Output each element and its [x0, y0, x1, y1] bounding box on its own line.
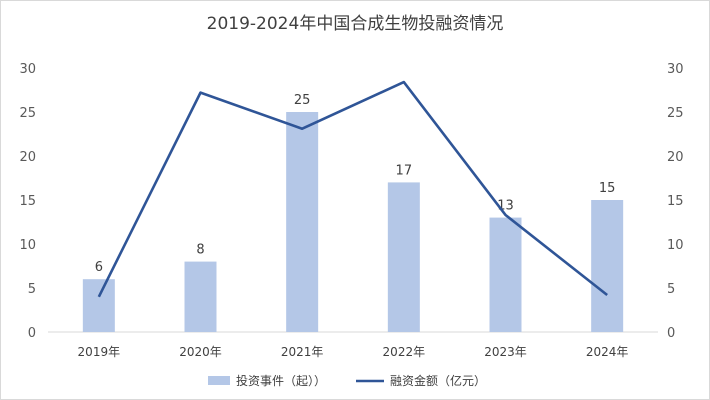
right-y-tick-label: 20	[667, 150, 684, 165]
bar-data-label: 6	[95, 260, 103, 275]
right-y-axis: 0 5 10 15 20 25 30	[667, 62, 684, 341]
bar	[82, 279, 115, 332]
x-tick-label: 2021年	[281, 345, 324, 359]
bar	[489, 217, 522, 332]
x-tick-label: 2022年	[383, 345, 426, 359]
bar-data-label: 25	[294, 93, 311, 108]
right-y-tick-label: 25	[667, 106, 684, 121]
right-y-tick-label: 15	[667, 194, 684, 209]
right-y-tick-label: 0	[667, 326, 675, 341]
bar	[387, 182, 420, 332]
right-y-tick-label: 30	[667, 62, 684, 77]
left-y-tick-label: 25	[19, 106, 36, 121]
x-tick-label: 2024年	[586, 345, 629, 359]
right-y-tick-label: 10	[667, 238, 684, 253]
chart-title: 2019-2024年中国合成生物投融资情况	[206, 14, 504, 34]
x-tick-label: 2020年	[179, 345, 222, 359]
line-series	[97, 80, 608, 298]
bar	[591, 200, 624, 332]
x-axis-ticks: 2019年 2020年 2021年 2022年 2023年 2024年	[78, 345, 629, 359]
legend-bar-label: 投资事件（起））	[236, 373, 326, 388]
x-tick-label: 2019年	[78, 345, 121, 359]
bar-data-label: 8	[196, 243, 204, 258]
bar-data-label: 17	[396, 163, 413, 178]
left-y-tick-label: 15	[19, 194, 36, 209]
bar-series	[82, 112, 624, 332]
line-series-path	[97, 80, 608, 298]
left-y-tick-label: 10	[19, 238, 36, 253]
legend: 投资事件（起）） 融资金额（亿元）	[208, 373, 486, 388]
left-y-tick-label: 5	[28, 282, 36, 297]
legend-bar-swatch	[208, 376, 230, 385]
right-y-tick-label: 5	[667, 282, 675, 297]
bar	[286, 112, 319, 332]
x-tick-label: 2023年	[484, 345, 527, 359]
left-y-tick-label: 20	[19, 150, 36, 165]
left-y-axis: 0 5 10 15 20 25 30	[19, 62, 36, 341]
bar-data-label: 15	[599, 181, 616, 196]
legend-line-label: 融资金额（亿元）	[390, 373, 486, 388]
bar	[184, 261, 217, 332]
left-y-tick-label: 30	[19, 62, 36, 77]
left-y-tick-label: 0	[28, 326, 36, 341]
